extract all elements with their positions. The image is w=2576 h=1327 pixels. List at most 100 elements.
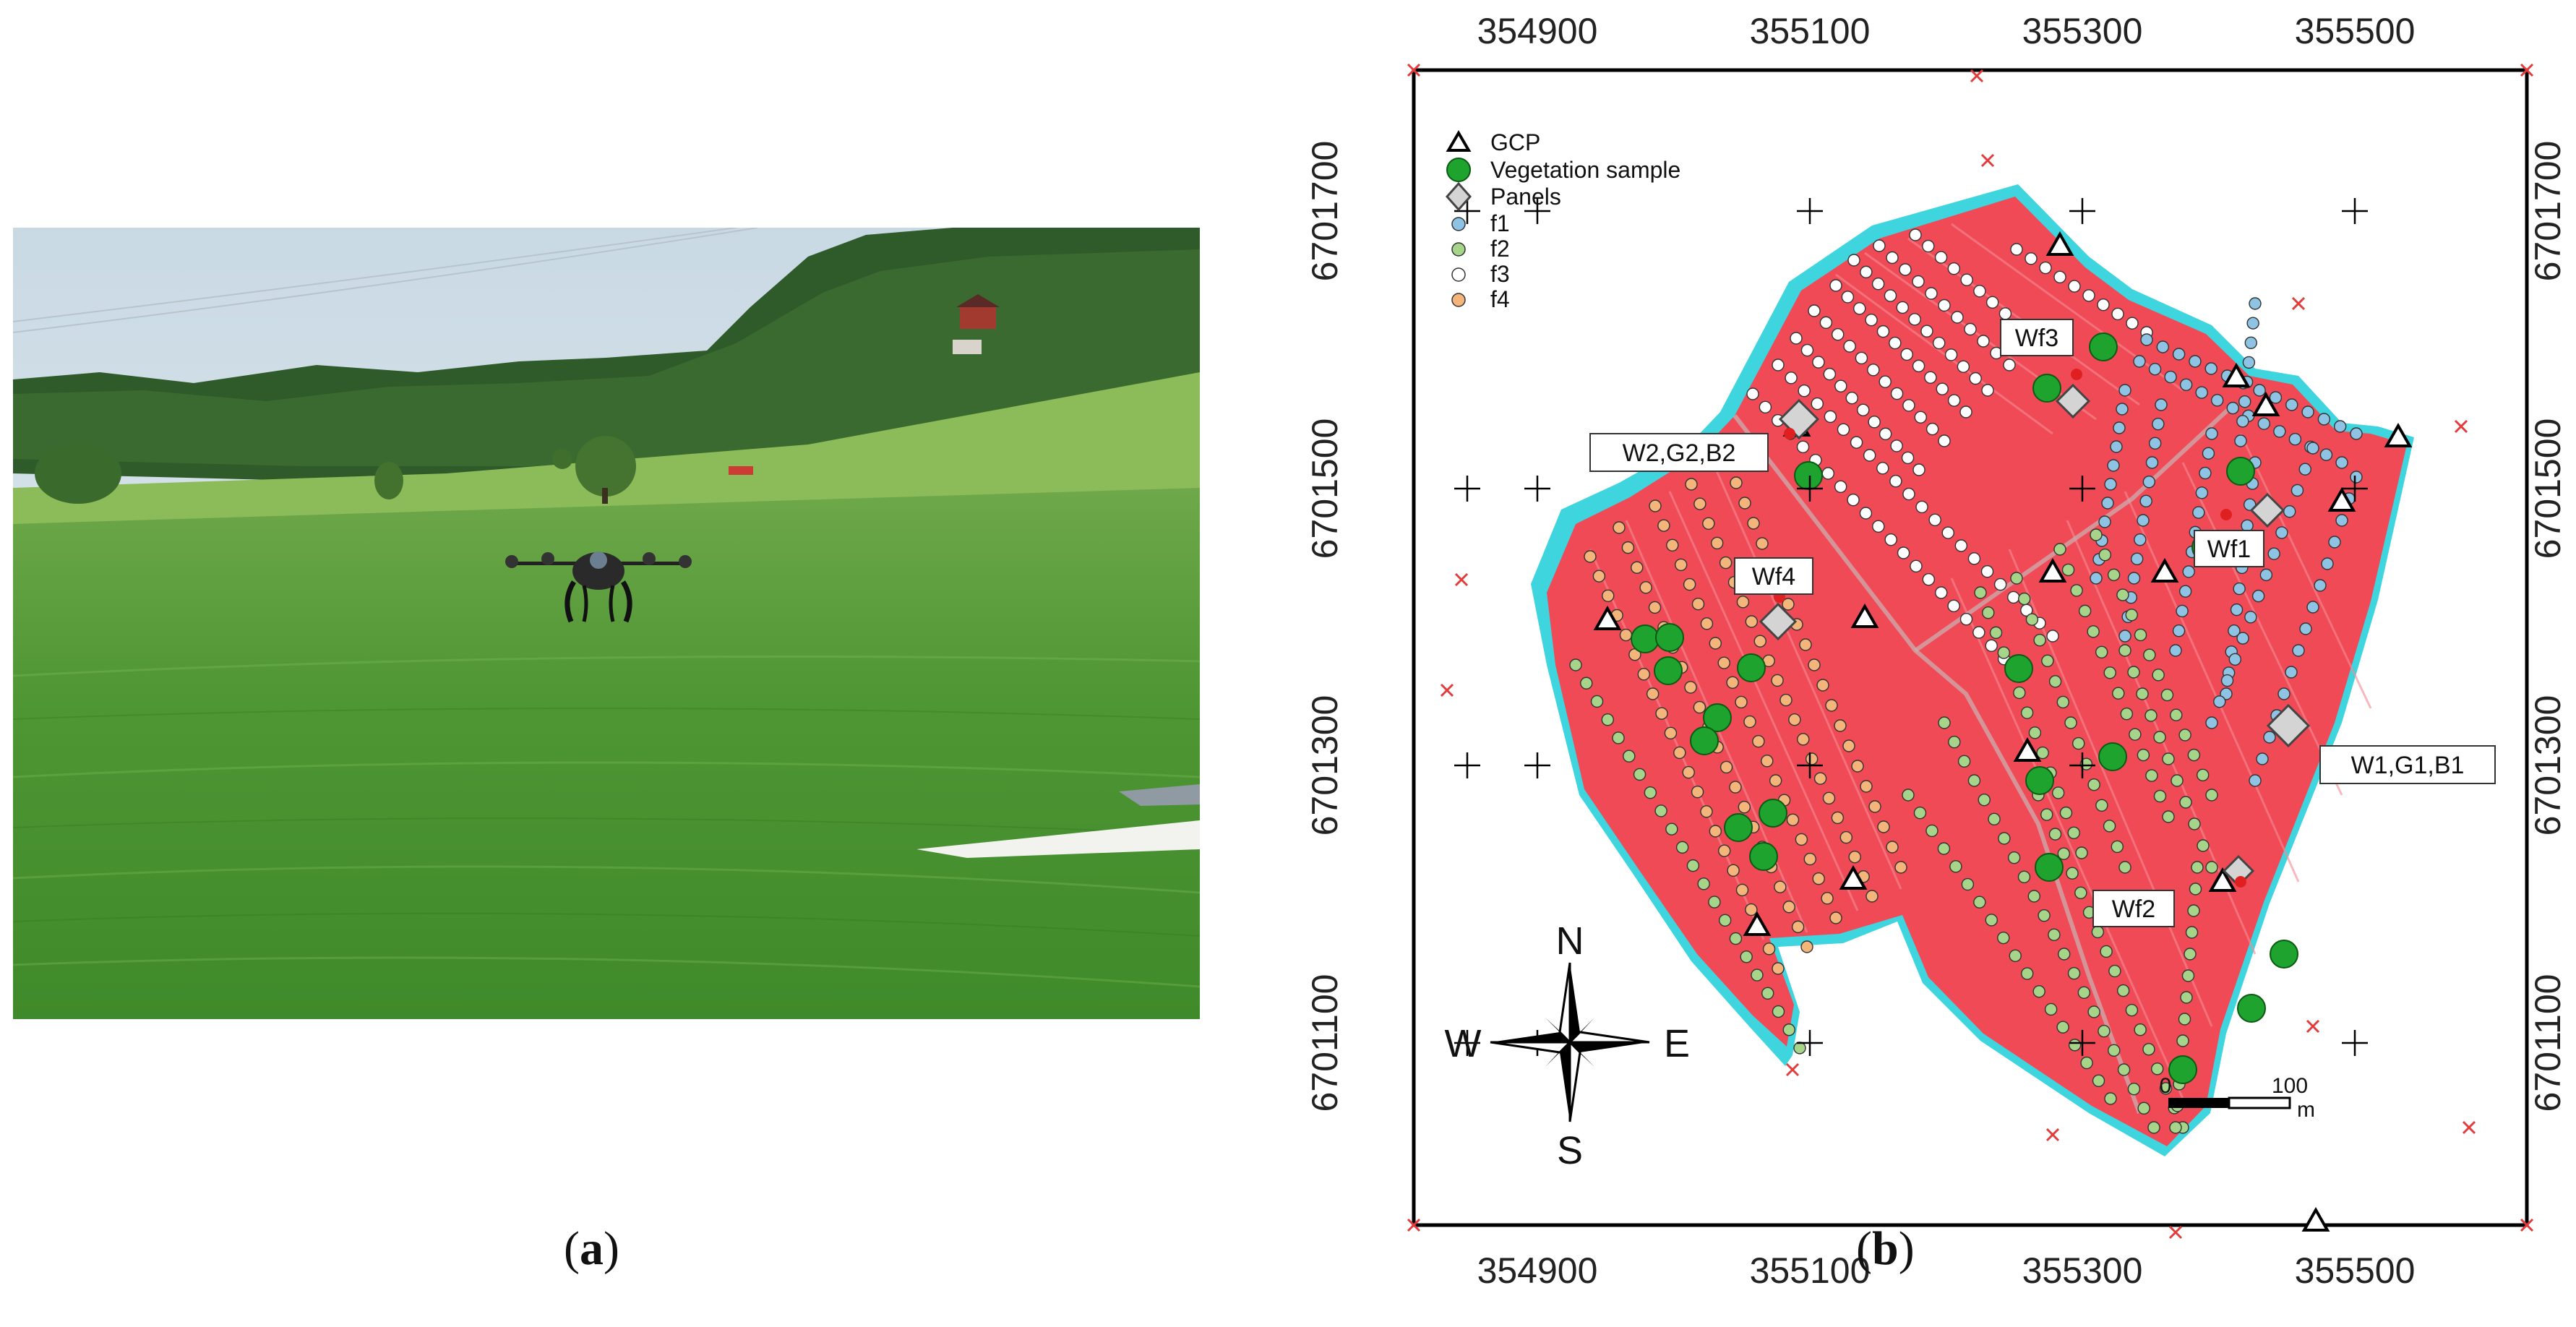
sample-dot [1851,760,1864,773]
red-x-mark [2520,63,2534,77]
sample-dot [1621,541,1635,554]
sample-dot [2087,778,2100,791]
sample-dot [1813,772,1827,785]
gcp-marker [2038,557,2067,583]
sample-dot [2048,928,2061,942]
sample-dot [1967,774,1981,787]
sample-dot [2039,261,2052,275]
sample-dot [1686,859,1700,872]
sample-dot [2144,709,2158,722]
sample-dot [2070,584,2083,597]
sample-dot [1902,789,1915,802]
sample-dot [2127,1082,2141,1096]
sample-dot [1623,750,1636,763]
sample-dot [2103,666,2116,679]
sample-dot [1936,382,1949,395]
sample-dot [2118,384,2131,397]
sample-dot [2180,991,2193,1004]
scale-end: 100 [2272,1074,2308,1098]
sample-dot [2112,687,2125,700]
sample-dot [2184,948,2197,961]
sample-dot [1915,500,1928,514]
sample-dot [1980,565,1994,578]
sample-dot [2129,728,2142,741]
sample-dot [2040,808,2053,821]
sample-dot [1831,811,1845,825]
sample-dot [2009,949,2022,963]
sample-dot [2082,289,2095,302]
sample-dot [2285,666,2298,679]
sample-dot [1853,302,1866,315]
vegetation-sample [1737,653,1766,682]
sample-dot [2048,828,2062,841]
sample-dot [2204,362,2217,375]
red-x-mark [2168,1225,2183,1240]
sample-dot [2159,1082,2173,1095]
sample-dot [1819,316,1833,330]
sample-dot [2061,563,2075,577]
x-tick-bottom-2: 355100 [1750,1250,1871,1291]
red-x-mark [2462,1120,2476,1135]
vegetation-sample [2270,940,2298,969]
sample-dot [2116,403,2129,416]
sample-dot [2059,806,2073,820]
sample-dot [1912,359,1925,373]
sample-dot [1981,384,1994,397]
sample-dot [2125,609,2138,622]
sample-dot [1812,356,1825,369]
sample-dot [1803,852,1816,866]
sample-dot [1867,364,1880,377]
scale-unit: m [2297,1098,2315,1122]
sample-dot [2090,528,2103,541]
gcp-marker [2208,867,2237,892]
sample-dot [2056,1021,2069,1034]
sample-dot [1997,646,2011,659]
label-w2-g2-b2: W2,G2,B2 [1623,439,1736,467]
sample-dot [1922,572,1936,586]
sample-dot [2205,789,2218,802]
sample-dot [2140,333,2153,346]
sample-dot [1800,343,1814,357]
vegetation-sample [1749,842,1778,871]
sample-dot [2079,757,2093,770]
sample-dot [1720,760,1733,774]
sample-dot [1843,340,1856,353]
panel-marker [2249,492,2285,528]
sample-dot [2078,604,2092,618]
sample-dot [1569,658,1582,671]
red-x-mark [2291,296,2306,311]
sample-dot [1685,478,1698,491]
sample-dot [2148,437,2162,450]
sample-dot [2298,463,2311,476]
legend-gcp-label: GCP [1490,129,1540,155]
sample-dot [1821,892,1834,905]
sample-dot [1909,228,1922,241]
sample-dot [1655,707,1668,720]
map-legend: GCP Vegetation sample Panels f1 f2 f3 f4 [1445,129,1680,312]
sample-dot [1580,677,1593,690]
sample-dot [2170,708,2183,721]
x-tick-top-4: 355500 [2295,11,2416,51]
sample-dot [2213,695,2226,708]
sample-dot [1740,950,1753,963]
sample-dot [1790,332,1803,345]
sample-dot [2195,486,2209,499]
sample-dot [1811,397,1824,411]
sample-dot [2127,666,2140,679]
legend-f1-label: f1 [1490,210,1510,236]
sample-dot [1808,658,1821,671]
sample-dot [2066,867,2079,880]
scale-bar: 0 100 m [2160,1074,2315,1122]
sample-dot [2244,611,2257,624]
legend-sample-label: Vegetation sample [1490,157,1680,183]
sample-dot [2205,427,2218,440]
sample-dot [2036,746,2049,760]
sample-dot [1900,348,1913,361]
sample-dot [1654,804,1667,817]
panel-marker [2055,383,2091,419]
sample-dot [2142,1043,2155,1056]
y-tick-right-2: 6701500 [2528,418,2568,559]
sample-dot [2314,579,2327,592]
sample-dot [2153,731,2166,744]
sample-dot [1847,493,1860,507]
